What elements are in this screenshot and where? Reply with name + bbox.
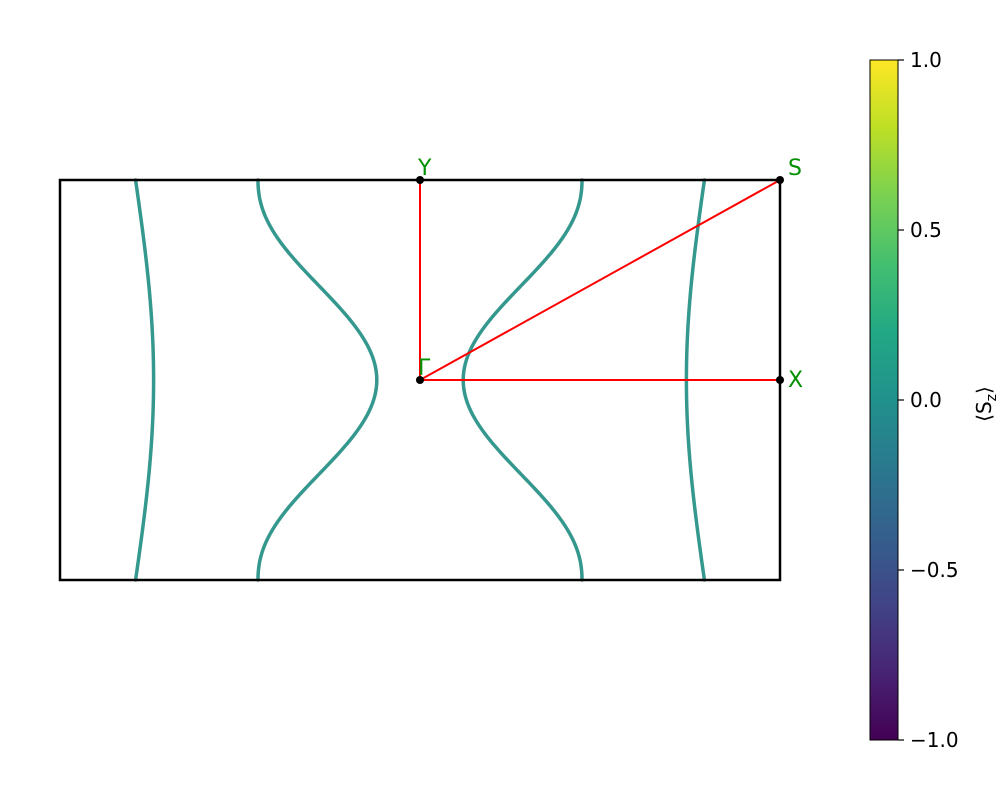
colorbar-tick-label: 0.5 [910,218,942,242]
bz-label-X: X [788,368,803,393]
bz-point-S [776,176,784,184]
colorbar-tick-label: −1.0 [910,728,959,752]
bz-label-S: S [788,156,802,181]
bz-label-Y: Y [418,156,431,181]
colorbar-label: ⟨Sz⟩ [972,386,1000,422]
figure: Γ X S Y −1.0 −0.5 0.0 0.5 1.0 ⟨Sz⟩ [0,0,1000,800]
colorbar-tick-label: 1.0 [910,48,942,72]
bz-label-Γ: Γ [418,356,430,381]
colorbar-gradient [870,60,898,740]
colorbar-tick-label: 0.0 [910,388,942,412]
bz-point-X [776,376,784,384]
colorbar-tick-label: −0.5 [910,558,959,582]
